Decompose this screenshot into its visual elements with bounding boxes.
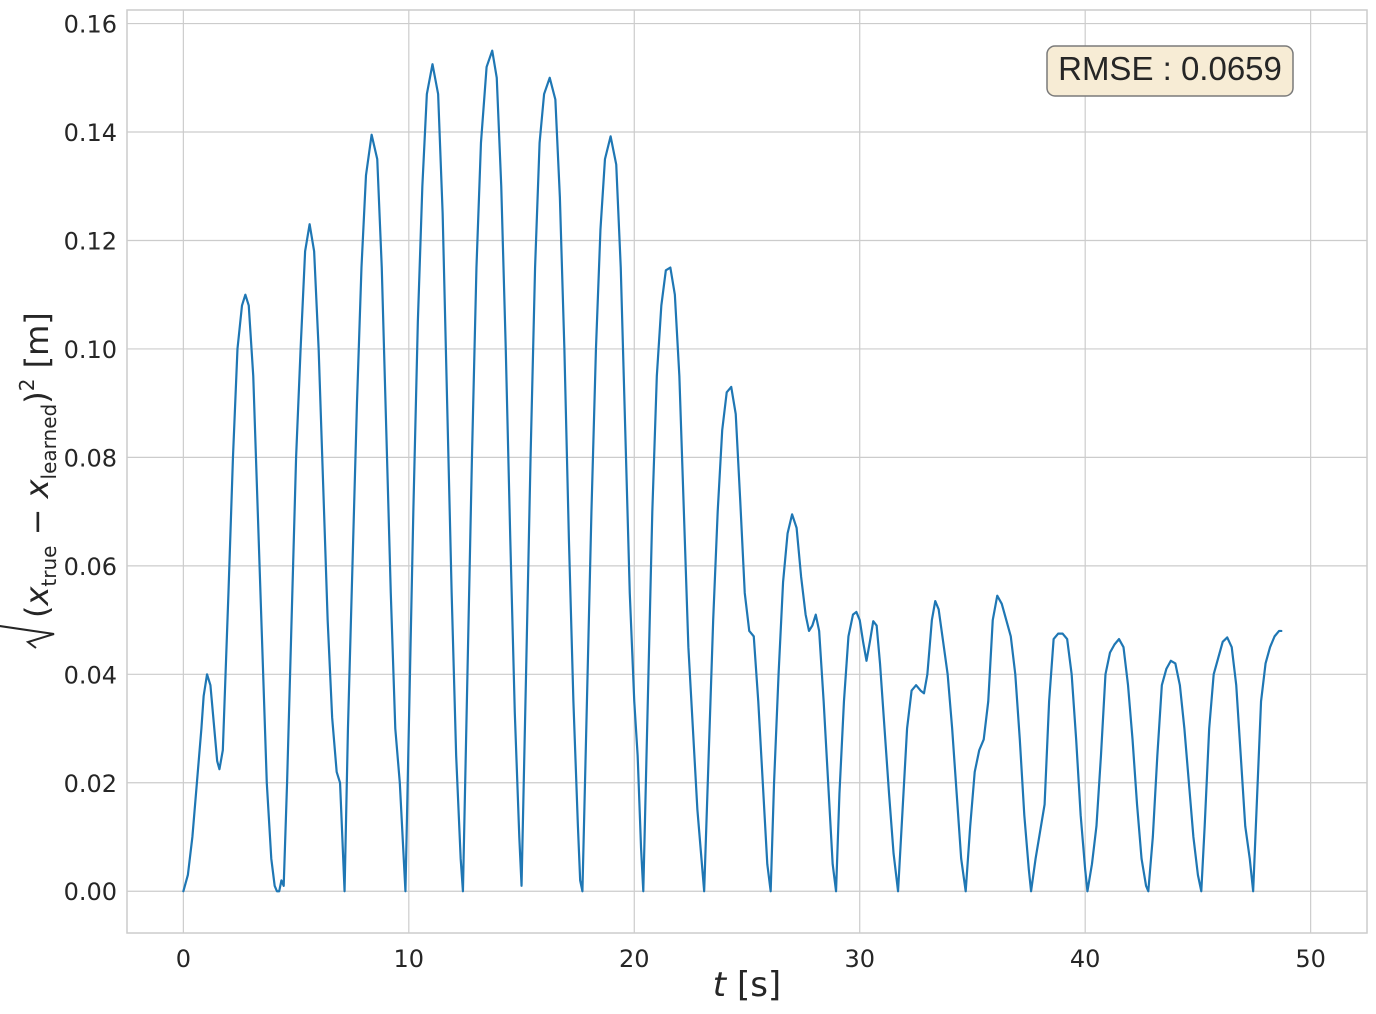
y-tick-label: 0.16: [64, 11, 117, 39]
x-tick-label: 40: [1070, 945, 1101, 973]
y-axis-label: (xtrue − xlearned)2 [m]: [0, 312, 61, 649]
rmse-annotation: RMSE : 0.0659: [1046, 45, 1294, 97]
y-tick-label: 0.04: [64, 661, 117, 689]
x-tick-label: 0: [176, 945, 191, 973]
tick-labels: 0 10 20 30 40 50 0.00 0.02 0.04 0.06 0.08 0.10 0.12 0…: [64, 11, 1326, 973]
x-axis-label: t [s]: [713, 965, 781, 1005]
rmse-annotation-box: [1046, 45, 1294, 97]
rmse-annotation-text: RMSE : 0.0659: [1058, 50, 1282, 87]
y-tick-label: 0.00: [64, 878, 117, 906]
y-tick-label: 0.02: [64, 770, 117, 798]
y-tick-label: 0.10: [64, 336, 117, 364]
grid: [127, 10, 1367, 933]
x-tick-label: 50: [1295, 945, 1326, 973]
y-tick-label: 0.14: [64, 119, 117, 147]
plot-area: [182, 49, 1283, 893]
x-tick-label: 30: [844, 945, 875, 973]
y-tick-label: 0.12: [64, 227, 117, 255]
svg-text:(xtrue − xlearned)2 [m]: (xtrue − xlearned)2 [m]: [15, 312, 61, 618]
x-tick-label: 20: [619, 945, 650, 973]
y-tick-label: 0.06: [64, 553, 117, 581]
y-tick-label: 0.08: [64, 444, 117, 472]
plot-frame: [126, 9, 1368, 934]
axes-frame: [126, 9, 1368, 934]
x-tick-label: 10: [394, 945, 425, 973]
series-line: [182, 49, 1283, 893]
